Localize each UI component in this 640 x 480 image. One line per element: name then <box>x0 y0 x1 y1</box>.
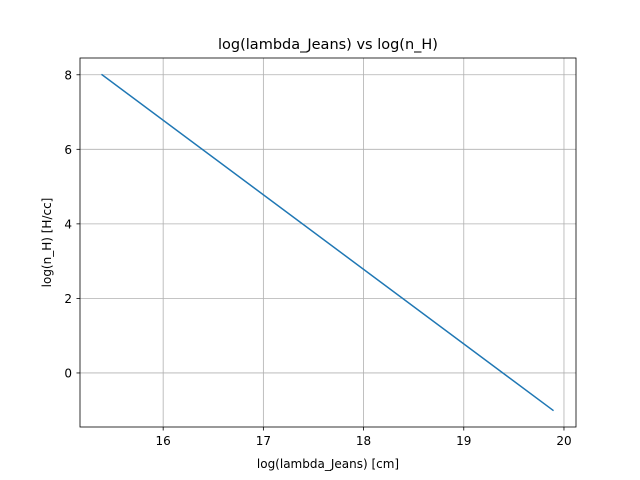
y-axis-label: log(n_H) [H/cc] <box>40 198 54 288</box>
x-tick-label: 18 <box>356 434 371 448</box>
plot-frame <box>79 57 577 428</box>
chart-title: log(lambda_Jeans) vs log(n_H) <box>218 37 438 53</box>
series-layer <box>100 73 554 412</box>
y-tick-label: 2 <box>64 292 72 306</box>
y-tick-label: 8 <box>64 68 72 82</box>
x-axis: 16 17 18 19 20 <box>156 427 572 448</box>
y-tick-label: 6 <box>64 143 72 157</box>
x-tick-label: 16 <box>156 434 171 448</box>
y-axis: 0 2 4 6 8 <box>64 68 80 380</box>
series-line <box>100 73 554 412</box>
x-tick-label: 20 <box>556 434 571 448</box>
y-tick-label: 4 <box>64 217 72 231</box>
x-tick-label: 19 <box>456 434 471 448</box>
y-tick-label: 0 <box>64 366 72 380</box>
x-axis-label: log(lambda_Jeans) [cm] <box>257 457 399 471</box>
grid <box>80 58 576 427</box>
x-tick-label: 17 <box>256 434 271 448</box>
